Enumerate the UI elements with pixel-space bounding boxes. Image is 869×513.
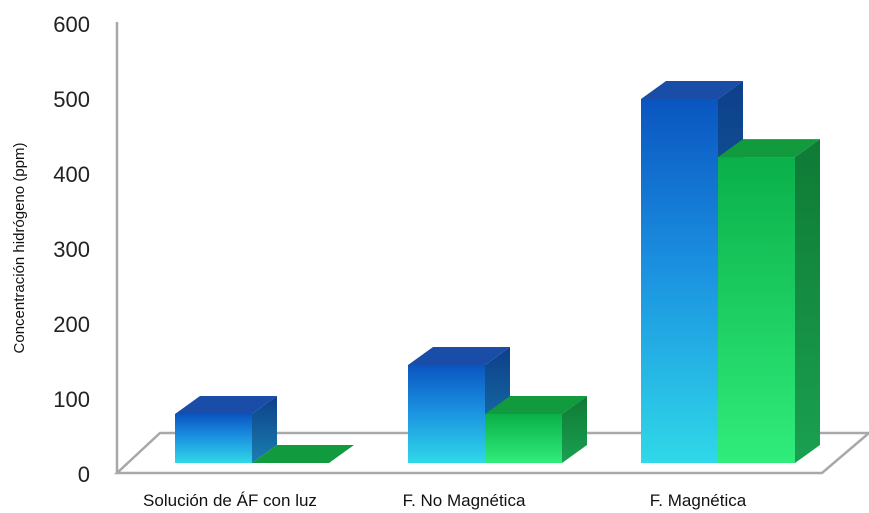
bar-top-face (718, 139, 820, 158)
y-tick-label: 400 (53, 162, 90, 187)
bar-side-face (562, 396, 587, 463)
bar-front-face (175, 414, 252, 463)
bar-front-face (485, 414, 562, 463)
y-tick-label: 200 (53, 312, 90, 337)
bar-1-1 (175, 396, 277, 463)
x-category-label: F. No Magnética (403, 491, 526, 510)
bar-front-face (408, 365, 485, 463)
y-axis-title: Concentración hidrógeno (ppm) (11, 143, 28, 354)
y-tick-label: 500 (53, 87, 90, 112)
bar-2-1 (252, 445, 354, 463)
bar-2-2 (485, 396, 587, 463)
bar-top-face (485, 396, 587, 414)
y-tick-label: 100 (53, 387, 90, 412)
x-category-label: F. Magnética (650, 491, 747, 510)
bar-top-face (408, 347, 510, 365)
bar-front-face (718, 157, 795, 463)
y-tick-label: 300 (53, 237, 90, 262)
bar-top-face (175, 396, 277, 414)
bar-top-face (641, 81, 743, 99)
y-tick-label: 0 (78, 462, 90, 487)
bar-front-face (641, 99, 718, 463)
x-axis-categories: Solución de ÁF con luz F. No Magnética F. … (143, 491, 747, 510)
bar-side-face (252, 396, 277, 463)
bars-group (175, 81, 820, 463)
y-tick-label: 600 (53, 12, 90, 37)
y-axis-ticks: 0 100 200 300 400 500 600 (53, 12, 90, 487)
x-category-label: Solución de ÁF con luz (143, 491, 317, 510)
bar-side-face (795, 139, 820, 463)
chart-axes (113, 22, 869, 475)
chart-floor (113, 431, 869, 475)
bar-top-face (252, 445, 354, 463)
bar-2-3 (718, 139, 820, 463)
